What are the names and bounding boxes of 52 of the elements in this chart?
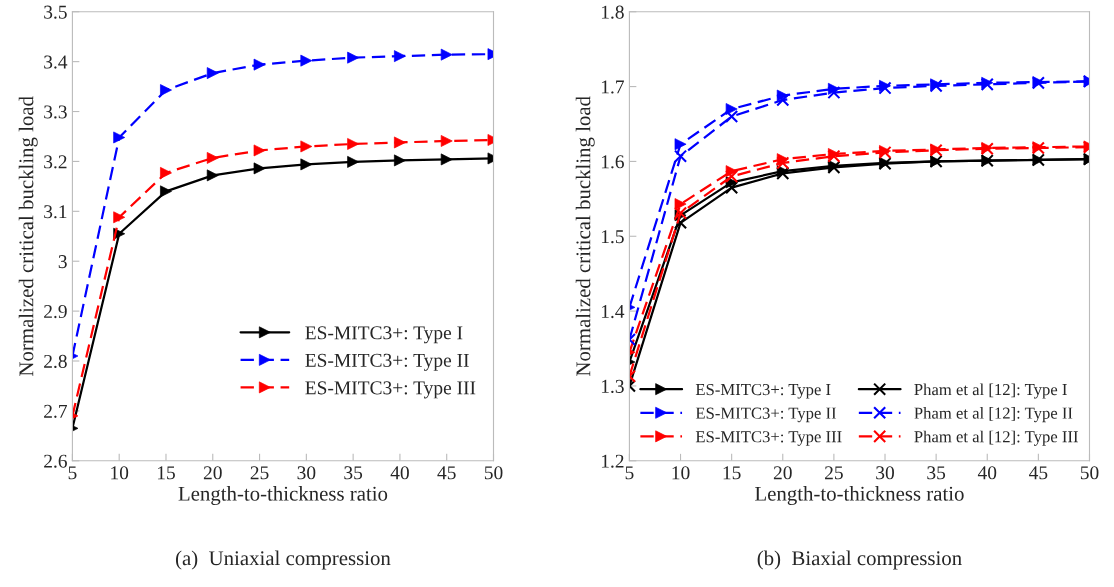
text: (a) Uniaxial compression [175, 550, 391, 570]
x-tick-label: 40 [977, 466, 997, 480]
legend-label: ES-MITC3+: Type III [305, 381, 476, 399]
legend-label: Pham et al [12]: Type III [914, 430, 1078, 446]
x-tick-label: 40 [390, 466, 409, 480]
y-tick-label: 2.8 [44, 354, 67, 369]
x-tick-label: 30 [876, 466, 894, 480]
y-tick-label: 1.3 [601, 379, 624, 393]
legend-label: Pham et al [12]: Type II [914, 407, 1073, 423]
legend-label: Pham et al [12]: Type I [914, 383, 1067, 399]
legend-label: ES-MITC3+: Type II [695, 407, 837, 423]
y-tick-label: 3.2 [44, 155, 67, 169]
x-tick-label: 20 [773, 466, 792, 480]
y-tick-label: 3.4 [44, 55, 68, 69]
y-tick-label: 1.6 [601, 155, 624, 169]
legend-label: ES-MITC3+: Type II [305, 353, 469, 371]
x-tick-label: 10 [111, 466, 129, 480]
y-tick-label: 3.3 [44, 105, 67, 119]
y-tick-label: 1.8 [601, 5, 624, 19]
x-tick-label: 50 [484, 466, 503, 480]
x-tick-label: 25 [825, 466, 843, 480]
x-tick-label: 20 [203, 466, 222, 480]
x-tick-label: 45 [1029, 466, 1048, 480]
x-tick-label: 10 [672, 466, 690, 480]
x-axis-title: Length-to-thickness ratio [178, 486, 388, 506]
x-tick-label: 35 [344, 466, 363, 480]
x-tick-label: 25 [250, 466, 269, 480]
y-tick-label: 2.7 [44, 404, 67, 418]
y-axis-title: Normalized critical buckling load [18, 96, 38, 376]
y-tick-label: 1.4 [601, 305, 625, 319]
x-tick-label: 50 [1080, 466, 1099, 480]
legend-label: ES-MITC3+: Type I [695, 383, 831, 399]
y-tick-label: 1.7 [601, 80, 624, 94]
y-axis-title: Normalized critical buckling load [575, 96, 595, 376]
x-tick-label: 5 [68, 466, 77, 480]
y-tick-label: 1.2 [601, 454, 624, 468]
x-tick-label: 45 [437, 466, 456, 480]
y-tick-label: 3 [58, 255, 67, 269]
text: (b) Biaxial compression [757, 550, 962, 570]
y-tick-label: 3.1 [44, 205, 67, 219]
legend-label: ES-MITC3+: Type III [695, 431, 842, 446]
y-tick-label: 2.9 [44, 304, 67, 319]
y-tick-label: 1.5 [601, 230, 624, 244]
y-tick-label: 3.5 [44, 5, 67, 19]
x-tick-label: 15 [157, 466, 175, 480]
x-tick-label: 5 [625, 466, 634, 480]
x-tick-label: 15 [723, 466, 741, 480]
y-tick-label: 2.6 [44, 454, 67, 468]
x-tick-label: 30 [297, 466, 316, 480]
x-tick-label: 35 [927, 466, 946, 480]
x-axis-title: Length-to-thickness ratio [755, 486, 964, 506]
legend-label: ES-MITC3+: Type I [305, 326, 463, 344]
